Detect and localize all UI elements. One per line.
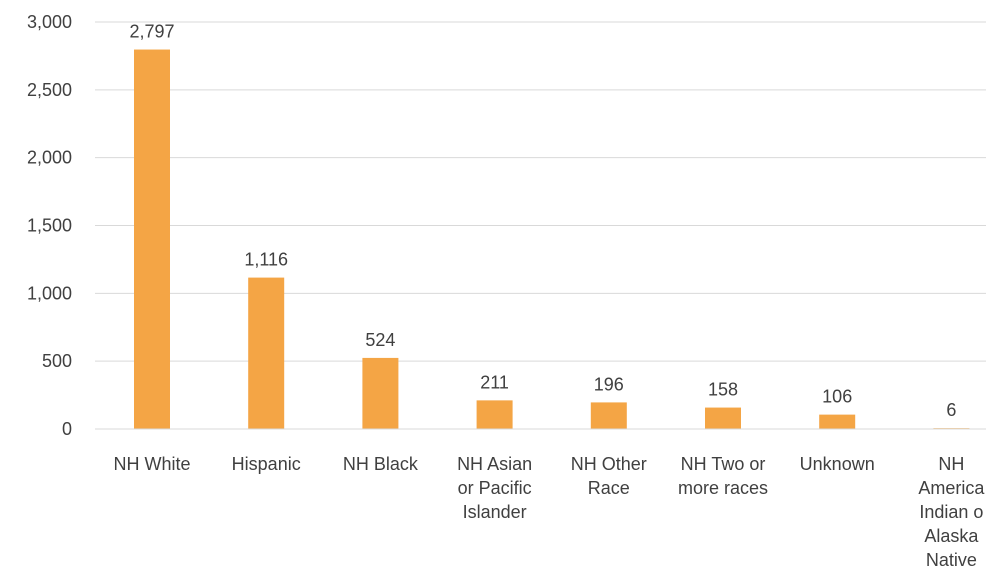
x-category-label: Hispanic [232, 454, 301, 474]
data-label: 211 [480, 372, 509, 392]
x-category-label: NH White [113, 454, 190, 474]
y-tick-label: 2,000 [27, 148, 72, 168]
y-tick-label: 500 [42, 351, 72, 371]
bar [134, 49, 170, 429]
x-category-label: NH Other Race [571, 454, 647, 498]
x-category-label: NH America Indian o Alaska Native [918, 454, 985, 570]
y-tick-label: 1,000 [27, 283, 72, 303]
y-tick-label: 2,500 [27, 80, 72, 100]
y-tick-label: 1,500 [27, 216, 72, 236]
data-label: 524 [365, 330, 395, 350]
x-category-label: NH Two or more races [678, 454, 768, 498]
data-label: 6 [946, 400, 956, 420]
bar [590, 402, 627, 429]
y-tick-label: 3,000 [27, 12, 72, 32]
data-label: 1,116 [244, 250, 288, 270]
bar [248, 277, 285, 429]
data-label: 196 [594, 374, 624, 394]
y-tick-label: 0 [62, 419, 72, 439]
data-label: 158 [708, 380, 738, 400]
bar [476, 400, 513, 429]
x-category-label: Unknown [800, 454, 875, 474]
bar [362, 357, 399, 429]
bar [819, 414, 856, 429]
data-label: 106 [822, 387, 852, 407]
x-category-label: NH Black [343, 454, 419, 474]
bar [705, 407, 741, 429]
data-label: 2,797 [129, 22, 174, 42]
x-category-label: NH Asian or Pacific Islander [457, 454, 532, 522]
